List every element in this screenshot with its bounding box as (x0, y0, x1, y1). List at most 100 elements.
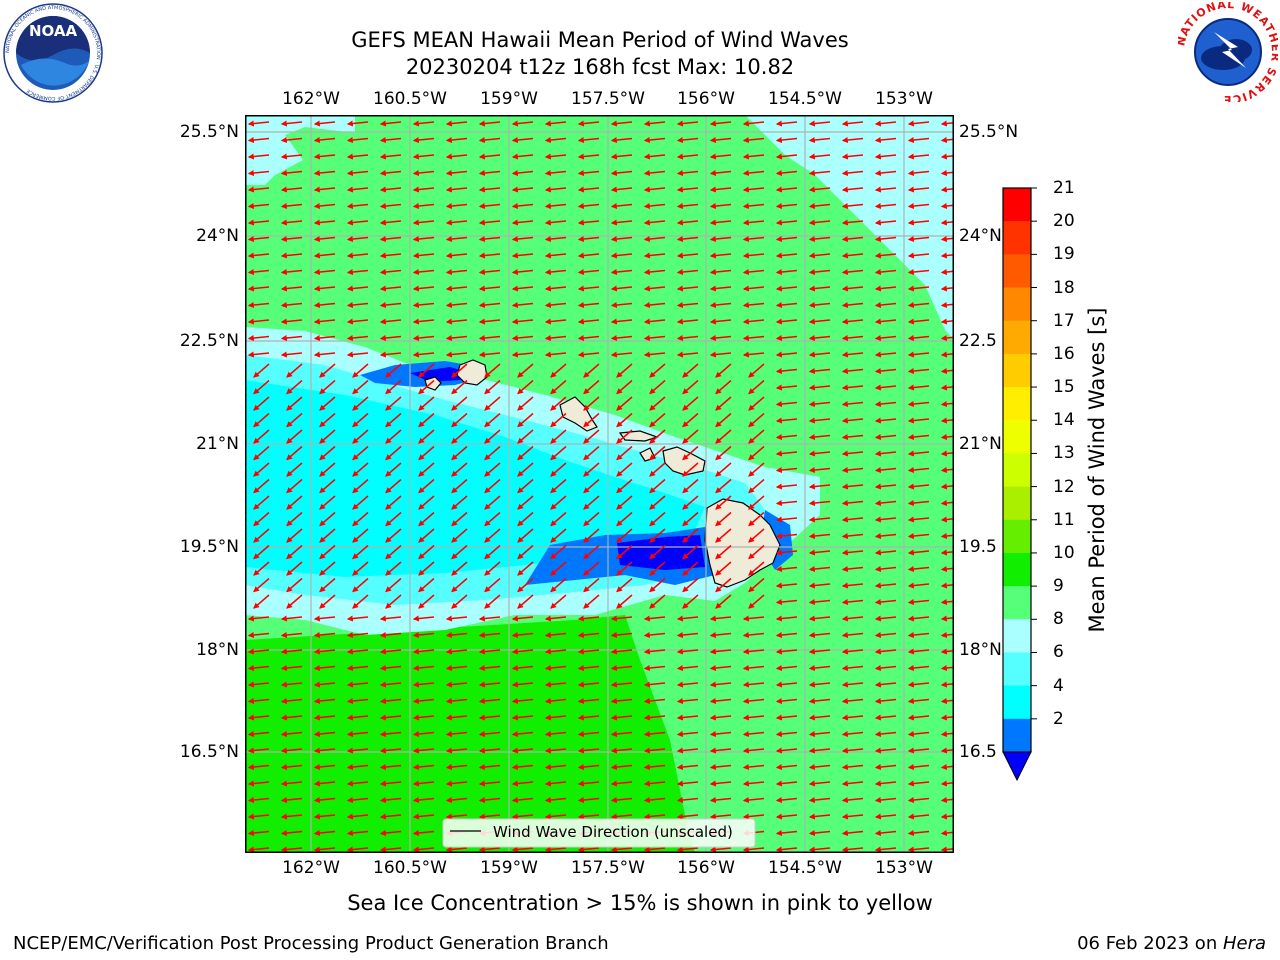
wave-direction-arrow (577, 285, 600, 292)
wave-direction-arrow (808, 549, 831, 556)
contour-below-2-bigisland (617, 535, 705, 570)
noaa-logo-text: NOAA (29, 22, 78, 40)
lat-tick-right: 19.5 (959, 537, 997, 557)
wave-direction-arrow (940, 384, 954, 391)
wave-direction-arrow (418, 462, 435, 477)
wave-direction-arrow (379, 698, 402, 705)
wave-direction-arrow (874, 335, 897, 342)
wave-direction-arrow (451, 528, 468, 543)
wave-direction-arrow (286, 462, 303, 477)
colorbar-segment (1003, 586, 1031, 620)
wave-direction-arrow (445, 302, 468, 309)
wave-direction-arrow (379, 219, 402, 226)
wave-direction-arrow (715, 429, 732, 444)
wave-direction-arrow (379, 830, 402, 837)
wave-direction-arrow (253, 561, 270, 576)
wave-direction-arrow (841, 318, 864, 325)
map-legend: Wind Wave Direction (unscaled) (442, 818, 756, 848)
wave-direction-arrow (775, 285, 798, 292)
wave-direction-arrow (352, 429, 369, 444)
wave-direction-arrow (775, 252, 798, 259)
wave-direction-arrow (715, 495, 732, 510)
wave-direction-arrow (874, 120, 897, 127)
wave-direction-arrow (511, 681, 534, 688)
wave-direction-arrow (907, 434, 930, 441)
wave-direction-arrow (544, 747, 567, 754)
wave-direction-arrow (451, 561, 468, 576)
wave-direction-arrow (247, 269, 270, 276)
wave-direction-arrow (610, 764, 633, 771)
wave-direction-arrow (544, 335, 567, 342)
wave-direction-arrow (445, 219, 468, 226)
wave-direction-arrow (418, 561, 435, 576)
wave-direction-arrow (418, 544, 435, 560)
wave-direction-arrow (643, 236, 666, 243)
wave-direction-arrow (286, 544, 303, 560)
wave-direction-arrow (841, 302, 864, 309)
wave-direction-arrow (874, 813, 897, 820)
wave-direction-arrow (247, 186, 270, 193)
wave-direction-arrow (577, 335, 600, 342)
wave-direction-arrow (874, 632, 897, 639)
lat-tick-left: 18°N (196, 640, 239, 660)
wave-direction-arrow (280, 648, 303, 655)
wave-direction-arrow (841, 615, 864, 622)
wave-direction-arrow (577, 137, 600, 144)
wave-direction-arrow (346, 203, 369, 210)
wave-direction-arrow (247, 714, 270, 721)
wave-direction-arrow (841, 219, 864, 226)
wave-direction-arrow (412, 219, 435, 226)
wave-direction-arrow (313, 252, 336, 259)
wave-direction-arrow (412, 302, 435, 309)
wave-direction-arrow (352, 396, 369, 411)
wave-direction-arrow (286, 412, 303, 428)
wave-direction-arrow (610, 186, 633, 193)
wave-direction-arrow (841, 236, 864, 243)
wave-direction-arrow (649, 594, 666, 609)
wave-direction-arrow (583, 429, 600, 444)
wave-direction-arrow (412, 351, 435, 358)
wave-direction-arrow (907, 632, 930, 639)
wave-direction-arrow (709, 747, 732, 754)
wave-direction-arrow (616, 396, 633, 411)
lat-tick-right: 22.5 (959, 331, 997, 351)
wave-direction-arrow (874, 698, 897, 705)
wave-direction-arrow (676, 632, 699, 639)
wave-direction-arrow (907, 219, 930, 226)
island-niihau (424, 376, 442, 391)
wave-direction-arrow (676, 236, 699, 243)
wave-direction-arrow (412, 632, 435, 639)
wave-direction-arrow (280, 615, 303, 622)
wave-direction-arrow (352, 445, 369, 461)
wave-direction-arrow (940, 516, 954, 523)
wave-direction-arrow (676, 813, 699, 820)
wave-direction-arrow (841, 384, 864, 391)
wave-direction-arrow (682, 544, 699, 560)
wave-direction-arrow (280, 665, 303, 672)
contour-below-2-kauai (410, 367, 470, 382)
wave-direction-arrow (313, 615, 336, 622)
wave-direction-arrow (775, 351, 798, 358)
wave-direction-arrow (445, 318, 468, 325)
wave-direction-arrow (643, 648, 666, 655)
wave-direction-arrow (907, 780, 930, 787)
wave-direction-arrow (517, 544, 534, 560)
wave-direction-arrow (511, 335, 534, 342)
lat-tick-left: 21°N (196, 434, 239, 454)
wave-direction-arrow (643, 764, 666, 771)
wave-direction-arrow (808, 203, 831, 210)
wave-direction-arrow (709, 318, 732, 325)
wave-direction-arrow (379, 137, 402, 144)
wave-direction-arrow (478, 780, 501, 787)
wave-direction-arrow (385, 396, 402, 411)
wave-direction-arrow (319, 594, 336, 609)
wave-direction-arrow (874, 516, 897, 523)
wave-direction-arrow (643, 186, 666, 193)
wave-direction-arrow (775, 813, 798, 820)
wave-direction-arrow (577, 764, 600, 771)
wave-direction-arrow (676, 120, 699, 127)
wave-direction-arrow (709, 681, 732, 688)
wave-direction-arrow (940, 219, 954, 226)
wave-direction-arrow (742, 764, 765, 771)
wave-direction-arrow (775, 731, 798, 738)
